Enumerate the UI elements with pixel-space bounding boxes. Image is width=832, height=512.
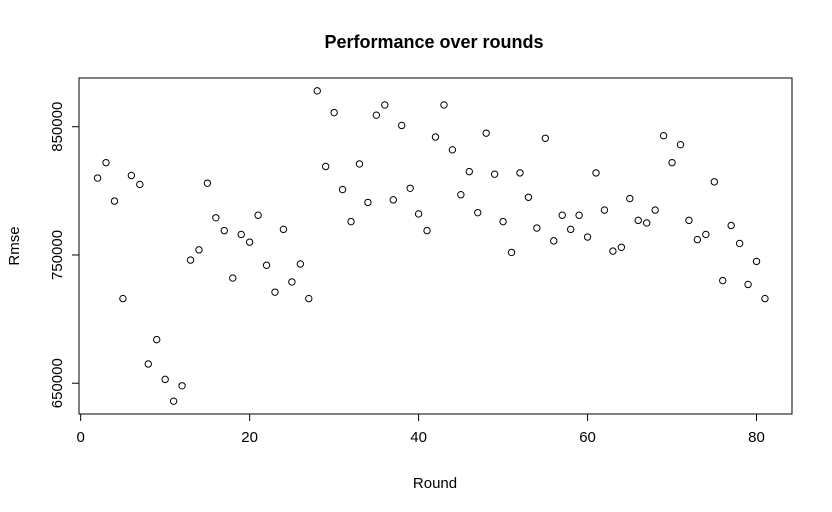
y-tick-label: 850000 — [49, 102, 66, 152]
data-point — [448, 146, 457, 154]
data-point — [541, 134, 550, 142]
data-point — [271, 288, 279, 296]
y-tick-label: 750000 — [49, 230, 66, 280]
data-point — [685, 216, 693, 225]
data-point — [195, 246, 203, 254]
data-point — [254, 211, 262, 219]
data-point — [507, 248, 516, 257]
data-point — [372, 111, 381, 119]
x-tick-label: 0 — [77, 429, 85, 446]
data-point — [457, 191, 465, 199]
data-point — [634, 216, 642, 225]
data-point — [423, 226, 431, 235]
data-point — [719, 276, 727, 285]
data-point — [693, 235, 702, 244]
data-point — [566, 225, 575, 234]
data-point — [440, 101, 448, 109]
data-point — [321, 162, 330, 171]
data-point — [668, 158, 676, 167]
data-point — [414, 210, 423, 218]
data-point — [381, 101, 389, 109]
data-point — [389, 196, 397, 204]
plot-frame — [78, 77, 793, 415]
data-point — [296, 260, 305, 268]
y-axis: 650000 750000 850000 — [49, 102, 80, 408]
data-point — [119, 294, 127, 303]
data-point — [355, 160, 364, 168]
x-tick-label: 80 — [748, 429, 765, 446]
data-point — [161, 375, 169, 384]
data-point — [406, 184, 414, 192]
data-point — [761, 294, 769, 303]
data-point — [710, 178, 718, 186]
data-point — [220, 226, 229, 235]
data-point — [474, 208, 482, 217]
data-point — [735, 239, 744, 248]
data-point — [431, 133, 440, 141]
x-tick-label: 20 — [241, 429, 258, 446]
data-point — [659, 132, 668, 140]
data-point — [338, 185, 347, 194]
data-point — [558, 211, 566, 219]
data-point — [330, 108, 338, 117]
data-point — [229, 274, 237, 282]
data-point — [169, 397, 178, 405]
data-point — [347, 217, 355, 226]
data-point — [364, 198, 372, 207]
data-point — [533, 224, 541, 232]
y-tick-label: 650000 — [49, 358, 66, 408]
data-point — [136, 180, 144, 189]
data-point — [727, 221, 735, 230]
x-tick-label: 60 — [579, 429, 596, 446]
data-point — [279, 225, 288, 234]
data-point — [110, 197, 119, 205]
data-point — [575, 211, 583, 219]
x-axis: 0 20 40 60 80 — [77, 413, 765, 446]
data-point — [237, 230, 245, 239]
data-point — [490, 170, 499, 178]
data-point — [626, 194, 634, 203]
data-point — [482, 129, 490, 137]
data-point — [609, 247, 617, 255]
data-point — [651, 206, 659, 214]
data-point — [313, 87, 321, 95]
data-point — [398, 121, 406, 130]
data-point — [102, 158, 110, 167]
data-point — [600, 206, 609, 214]
data-points — [93, 87, 769, 405]
data-point — [592, 169, 600, 177]
data-point — [752, 257, 761, 266]
data-point — [288, 278, 296, 286]
data-point — [178, 382, 186, 390]
data-point — [676, 140, 685, 149]
x-axis-label: Round — [413, 475, 457, 492]
data-point — [617, 243, 626, 251]
data-point — [465, 167, 473, 176]
data-point — [524, 193, 533, 201]
data-point — [153, 335, 161, 344]
data-point — [744, 280, 752, 289]
data-point — [583, 233, 592, 241]
data-point — [144, 360, 152, 368]
data-point — [305, 294, 313, 303]
chart-title: Performance over rounds — [324, 32, 543, 52]
data-point — [203, 179, 212, 187]
data-point — [643, 219, 651, 227]
data-point — [212, 214, 220, 222]
y-axis-label: Rmse — [6, 226, 23, 265]
data-point — [245, 238, 254, 246]
data-point — [702, 230, 710, 239]
data-point — [550, 237, 558, 245]
data-point — [186, 256, 195, 264]
data-point — [262, 261, 271, 269]
data-point — [499, 217, 507, 226]
data-point — [516, 169, 524, 177]
x-tick-label: 40 — [410, 429, 427, 446]
data-point — [93, 174, 102, 182]
data-point — [127, 171, 136, 180]
